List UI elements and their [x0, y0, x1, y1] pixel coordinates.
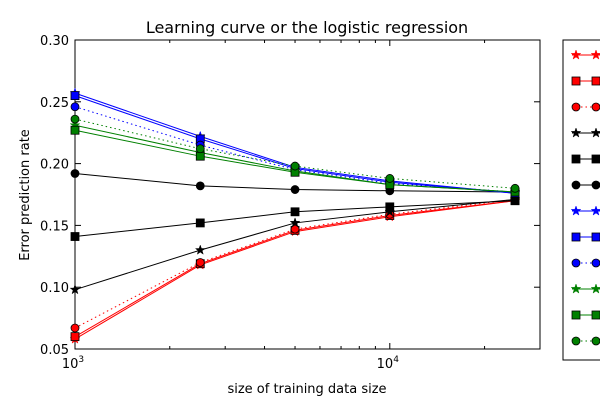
data-point-11-0 — [70, 114, 80, 124]
data-point-4-0 — [70, 232, 80, 241]
legend-marker-6 — [570, 205, 582, 216]
y-tick-label: 0.05 — [40, 343, 69, 358]
data-point-3-0 — [69, 283, 81, 295]
x-tick-label: 104 — [377, 355, 400, 372]
data-point-4-3 — [385, 202, 395, 212]
legend-marker-7 — [591, 232, 600, 242]
x-axis-label: size of training data size — [227, 382, 386, 397]
data-point-5-1 — [195, 181, 205, 191]
legend-marker-8 — [571, 258, 581, 268]
y-tick-label: 0.10 — [40, 281, 69, 296]
chart-title: Learning curve or the logistic regressio… — [146, 18, 468, 37]
data-point-11-4 — [510, 183, 520, 193]
data-point-4-2 — [290, 207, 300, 217]
legend-marker-5 — [571, 180, 581, 190]
plot-area: 0.05 0.10 0.15 0.20 0.25 0.30 103 104 — [40, 34, 541, 372]
data-point-11-1 — [195, 144, 205, 154]
y-tick-label: 0.25 — [40, 96, 69, 111]
legend-marker-5 — [591, 180, 600, 190]
data-point-3-1 — [194, 244, 206, 255]
legend-marker-3 — [570, 127, 582, 138]
legend-box — [562, 39, 600, 361]
legend-marker-1 — [571, 76, 581, 86]
legend-marker-11 — [591, 336, 600, 346]
data-point-10-1 — [195, 151, 205, 161]
data-point-4-1 — [195, 218, 205, 228]
data-point-5-2 — [290, 185, 300, 194]
legend-marker-10 — [591, 310, 600, 320]
legend-marker-2 — [591, 102, 600, 112]
data-point-1-0 — [70, 332, 80, 342]
y-axis-label: Error prediction rate — [18, 129, 33, 261]
data-point-2-0 — [70, 323, 80, 333]
legend-marker-7 — [571, 232, 581, 242]
legend-marker-0 — [570, 49, 582, 60]
data-point-5-0 — [70, 169, 80, 178]
data-point-3-2 — [289, 217, 301, 228]
legend-marker-10 — [571, 310, 581, 320]
data-point-11-2 — [290, 161, 300, 171]
y-tick-label: 0.15 — [40, 219, 69, 234]
data-point-4-4 — [510, 196, 520, 206]
data-point-7-0 — [70, 91, 80, 101]
legend-marker-1 — [591, 76, 600, 86]
x-tick-label: 103 — [62, 355, 84, 372]
legend-marker-9 — [570, 283, 582, 294]
y-tick-label: 0.20 — [40, 158, 69, 173]
legend-marker-2 — [571, 102, 581, 112]
y-tick-label: 0.30 — [40, 34, 69, 49]
plot-frame — [74, 39, 541, 350]
legend-marker-11 — [571, 336, 581, 346]
data-point-8-0 — [70, 102, 80, 112]
data-point-10-0 — [70, 125, 80, 135]
legend-marker-4 — [591, 154, 600, 164]
data-point-11-3 — [385, 174, 395, 183]
legend — [562, 39, 600, 361]
legend-marker-8 — [591, 258, 600, 268]
data-point-2-1 — [195, 258, 205, 267]
legend-marker-4 — [571, 154, 581, 164]
